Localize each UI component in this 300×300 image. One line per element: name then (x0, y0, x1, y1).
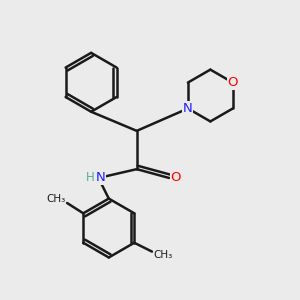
Text: CH₃: CH₃ (46, 194, 65, 204)
Text: O: O (228, 76, 238, 89)
Text: O: O (170, 172, 181, 184)
Text: N: N (183, 102, 193, 115)
Text: H: H (86, 172, 94, 184)
Text: CH₃: CH₃ (154, 250, 173, 260)
Text: N: N (96, 172, 106, 184)
